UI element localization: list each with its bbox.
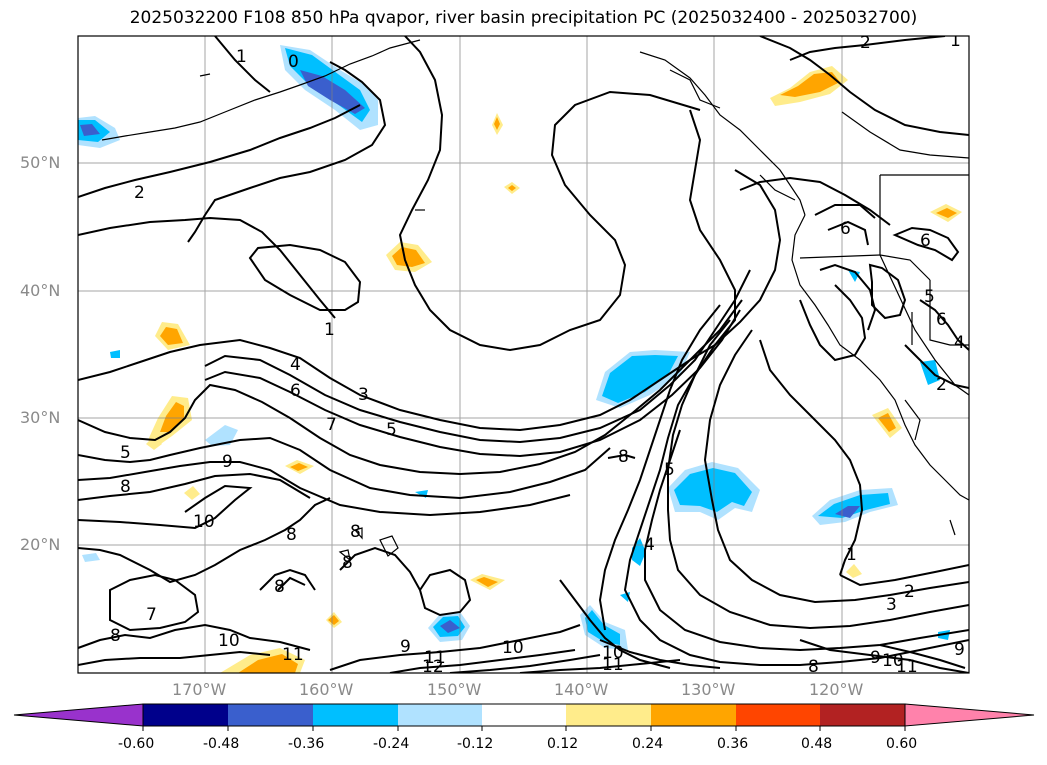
contour-label: 8 (274, 577, 285, 597)
colorbar-swatch (651, 704, 736, 726)
colorbar-tick-label: -0.24 (373, 736, 410, 752)
colorbar-tick-label: 0.24 (632, 736, 664, 752)
lat-label: 30°N (20, 408, 61, 427)
colorbar-swatch (228, 704, 313, 726)
colorbar-tick-label: 0.36 (717, 736, 749, 752)
contour-label: 8 (110, 626, 121, 646)
contour-label: 8 (120, 477, 131, 497)
plot-frame (77, 35, 970, 674)
qvapor-contours (78, 36, 969, 673)
colorbar-under-triangle (13, 703, 144, 727)
contour-label: 1 (846, 545, 857, 565)
colorbar-tick-label: -0.60 (118, 736, 155, 752)
colorbar-frame (142, 703, 906, 727)
colorbar-swatch (820, 704, 905, 726)
contour-label: 0 (288, 52, 299, 72)
colorbar (13, 703, 1035, 731)
colorbar-swatch (143, 704, 228, 726)
colorbar-over-triangle (904, 703, 1035, 727)
contour-label: 10 (602, 643, 624, 663)
contour-label: 4 (290, 355, 301, 375)
contour-label: 10 (218, 631, 240, 651)
contour-label: 8 (342, 553, 353, 573)
contour-label: 3 (886, 595, 897, 615)
colorbar-tick-label: 0.48 (801, 736, 833, 752)
contour-label: 8 (618, 447, 629, 467)
contour-label: 7 (326, 415, 337, 435)
contour-label: 9 (954, 640, 965, 660)
lon-label: 170°W (172, 680, 227, 699)
contour-label: 1 (324, 320, 335, 340)
lat-label: 50°N (20, 153, 61, 172)
lon-label: 130°W (681, 680, 736, 699)
colorbar-swatch (313, 704, 398, 726)
contour-label: 5 (120, 443, 131, 463)
colorbar-tick-label: -0.48 (203, 736, 240, 752)
colorbar-swatch (482, 704, 566, 726)
contour-label: 2 (860, 33, 871, 53)
colorbar-tick-label: 0.12 (547, 736, 579, 752)
contour-label: 10 (882, 651, 904, 671)
contour-label: 4 (954, 333, 965, 353)
contour-label: 3 (358, 385, 369, 405)
contour-label: 8 (350, 522, 361, 542)
lat-label: 40°N (20, 281, 61, 300)
contour-label: 8 (808, 657, 819, 677)
lon-label: 140°W (554, 680, 609, 699)
colorbar-swatch (736, 704, 820, 726)
lon-label: 150°W (427, 680, 482, 699)
contour-label: 1 (236, 47, 247, 67)
colorbar-swatch (398, 704, 482, 726)
lon-label: 160°W (299, 680, 354, 699)
contour-label: 6 (936, 310, 947, 330)
map-plot-area: 1 0 2 1 4 6 3 7 5 5 8 9 10 8 8 8 8 7 8 1… (78, 31, 969, 677)
colorbar-tick-label: -0.36 (288, 736, 325, 752)
contour-label: 11 (896, 657, 918, 677)
contour-label: 11 (602, 655, 624, 675)
contour-label: 2 (904, 582, 915, 602)
contour-label: 8 (286, 525, 297, 545)
contour-label: 9 (222, 452, 233, 472)
contour-label: 9 (400, 637, 411, 657)
contour-label: 9 (870, 648, 881, 668)
graticule (78, 36, 969, 673)
colorbar-swatch (566, 704, 651, 726)
contour-label: 5 (664, 460, 675, 480)
contour-label: 4 (644, 535, 655, 555)
map-title: 2025032200 F108 850 hPa qvapor, river ba… (129, 8, 918, 28)
precip-shading (78, 45, 962, 673)
contour-label: 5 (386, 420, 397, 440)
contour-label: 6 (920, 231, 931, 251)
contour-label: 6 (840, 219, 851, 239)
lat-label: 20°N (20, 535, 61, 554)
colorbar-tick-label: 0.60 (886, 736, 918, 752)
contour-label: 10 (502, 638, 524, 658)
contour-label: 2 (936, 375, 947, 395)
contour-label: 1 (950, 31, 961, 51)
contour-label: 6 (290, 381, 301, 401)
contour-label: 10 (193, 512, 215, 532)
contour-label: 7 (146, 605, 157, 625)
contour-label: 5 (924, 287, 935, 307)
coastlines (101, 39, 969, 501)
contour-label: 2 (134, 183, 145, 203)
islands (199, 73, 956, 562)
contour-label: 11 (424, 648, 446, 668)
lon-label: 120°W (809, 680, 864, 699)
colorbar-tick-label: -0.12 (457, 736, 494, 752)
contour-label: 12 (422, 657, 444, 677)
contour-label: 11 (282, 645, 304, 665)
contour-labels: 1 0 2 1 4 6 3 7 5 5 8 9 10 8 8 8 8 7 8 1… (110, 31, 965, 677)
